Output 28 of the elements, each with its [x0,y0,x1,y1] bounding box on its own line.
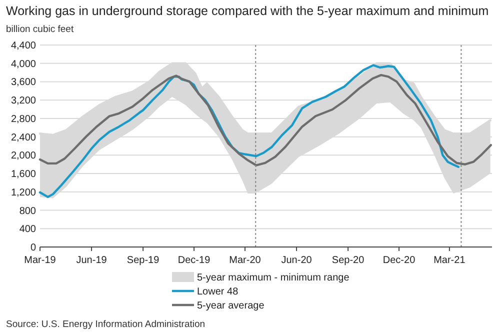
y-tick-label: 4,400 [10,40,36,52]
chart-title: Working gas in underground storage compared with the 5-year maximum and minimum [6,4,489,18]
y-tick-label: 1,600 [10,169,36,180]
line-series [38,74,492,166]
y-tick-label: 3,200 [10,96,36,107]
x-tick-label: Mar-20 [229,255,262,266]
y-tick-label: 1,200 [10,187,36,198]
x-tick-label: Mar-19 [24,255,56,266]
x-tick-label: Sep-19 [126,255,160,266]
y-tick-label: 4,000 [10,58,36,70]
y-tick-label: 2,400 [10,132,36,144]
y-tick-label: 2,000 [10,150,36,162]
y-axis-title: billion cubic feet [6,24,74,35]
x-tick-label: Dec-20 [382,255,416,266]
source-note: Source: U.S. Energy Information Administration [6,319,206,330]
y-tick-label: 800 [19,206,36,217]
y-tick-label: 0 [30,242,36,254]
y-tick-label: 2,800 [10,114,36,125]
x-tick-label: Mar-21 [434,255,466,266]
x-tick-label: Jun-19 [76,255,108,266]
y-tick-label: 3,600 [10,77,36,88]
legend-label: 5-year average [197,300,265,312]
y-tick-label: 400 [19,224,36,236]
x-tick-label: Sep-20 [332,255,365,266]
legend-label: 5-year maximum - minimum range [197,272,350,284]
legend-label: Lower 48 [197,286,239,298]
x-tick-label: Dec-19 [178,255,211,266]
x-tick-label: Jun-20 [281,255,312,266]
